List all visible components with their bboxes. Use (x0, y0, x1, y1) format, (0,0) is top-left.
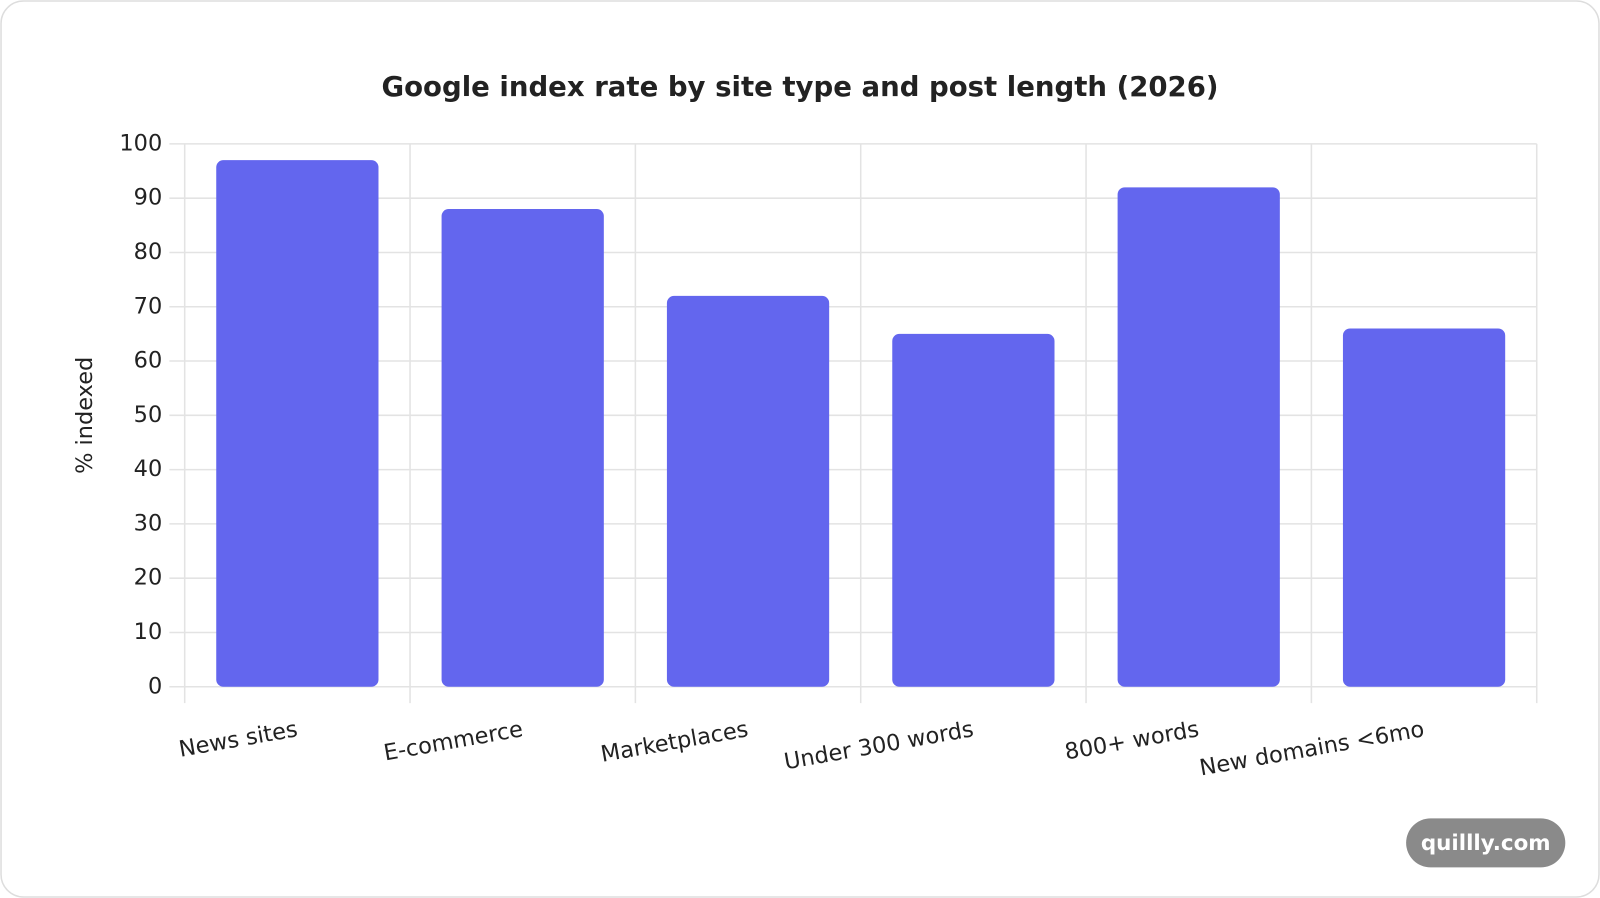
y-axis-label: % indexed (72, 357, 98, 474)
watermark: quillly.com (1421, 831, 1551, 856)
y-tick-label: 20 (134, 565, 163, 591)
bar (892, 333, 1055, 687)
bar (216, 160, 379, 687)
bar (1117, 187, 1280, 687)
y-tick-label: 30 (134, 510, 163, 536)
y-tick-label: 50 (134, 402, 163, 428)
y-tick-label: 80 (134, 239, 163, 265)
y-tick-label: 10 (134, 619, 163, 645)
y-tick-label: 70 (134, 293, 163, 319)
y-tick-label: 60 (134, 348, 163, 374)
chart-title: Google index rate by site type and post … (382, 71, 1219, 103)
watermark-badge (1406, 818, 1566, 868)
y-tick-label: 40 (134, 456, 163, 482)
bar (666, 295, 830, 687)
bar (441, 209, 604, 687)
y-tick-label: 100 (119, 130, 162, 156)
bar (1342, 328, 1506, 687)
y-tick-label: 90 (134, 185, 163, 211)
y-tick-label: 0 (148, 673, 162, 699)
